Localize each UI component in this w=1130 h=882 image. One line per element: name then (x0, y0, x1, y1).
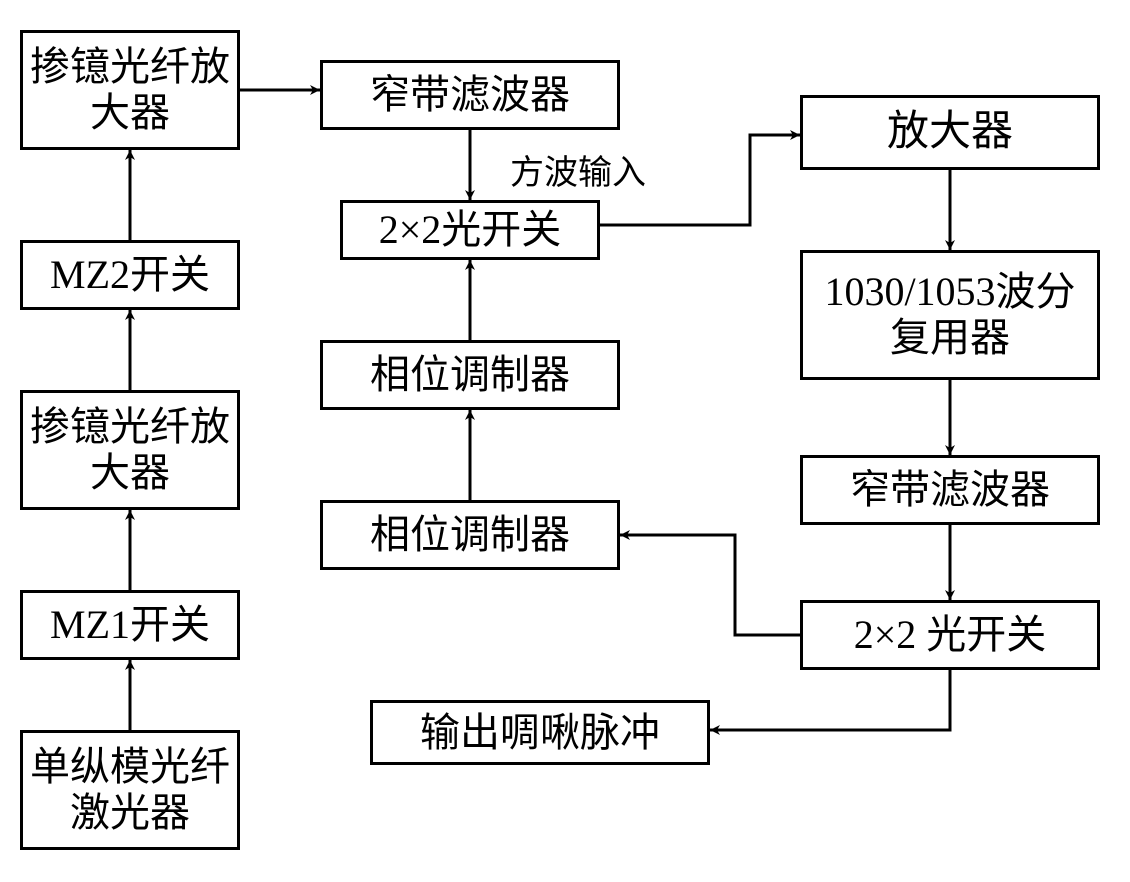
node-amplifier: 放大器 (800, 95, 1100, 170)
node-narrow-filter-1: 窄带滤波器 (320, 60, 620, 130)
node-laser: 单纵模光纤激光器 (20, 730, 240, 850)
node-phase-mod-2: 相位调制器 (320, 500, 620, 570)
node-2x2-switch-1: 2×2光开关 (340, 200, 600, 260)
node-yb-amp-2: 掺镱光纤放大器 (20, 30, 240, 150)
flowchart-canvas: 单纵模光纤激光器 MZ1开关 掺镱光纤放大器 MZ2开关 掺镱光纤放大器 窄带滤… (0, 0, 1130, 882)
label-square-wave-input: 方波输入 (510, 155, 646, 192)
node-narrow-filter-2: 窄带滤波器 (800, 455, 1100, 525)
node-phase-mod-1: 相位调制器 (320, 340, 620, 410)
node-output-chirp: 输出啁啾脉冲 (370, 700, 710, 765)
node-mz2-switch: MZ2开关 (20, 240, 240, 310)
node-2x2-switch-2: 2×2 光开关 (800, 600, 1100, 670)
node-mz1-switch: MZ1开关 (20, 590, 240, 660)
node-yb-amp-1: 掺镱光纤放大器 (20, 390, 240, 510)
node-wdm: 1030/1053波分复用器 (800, 250, 1100, 380)
